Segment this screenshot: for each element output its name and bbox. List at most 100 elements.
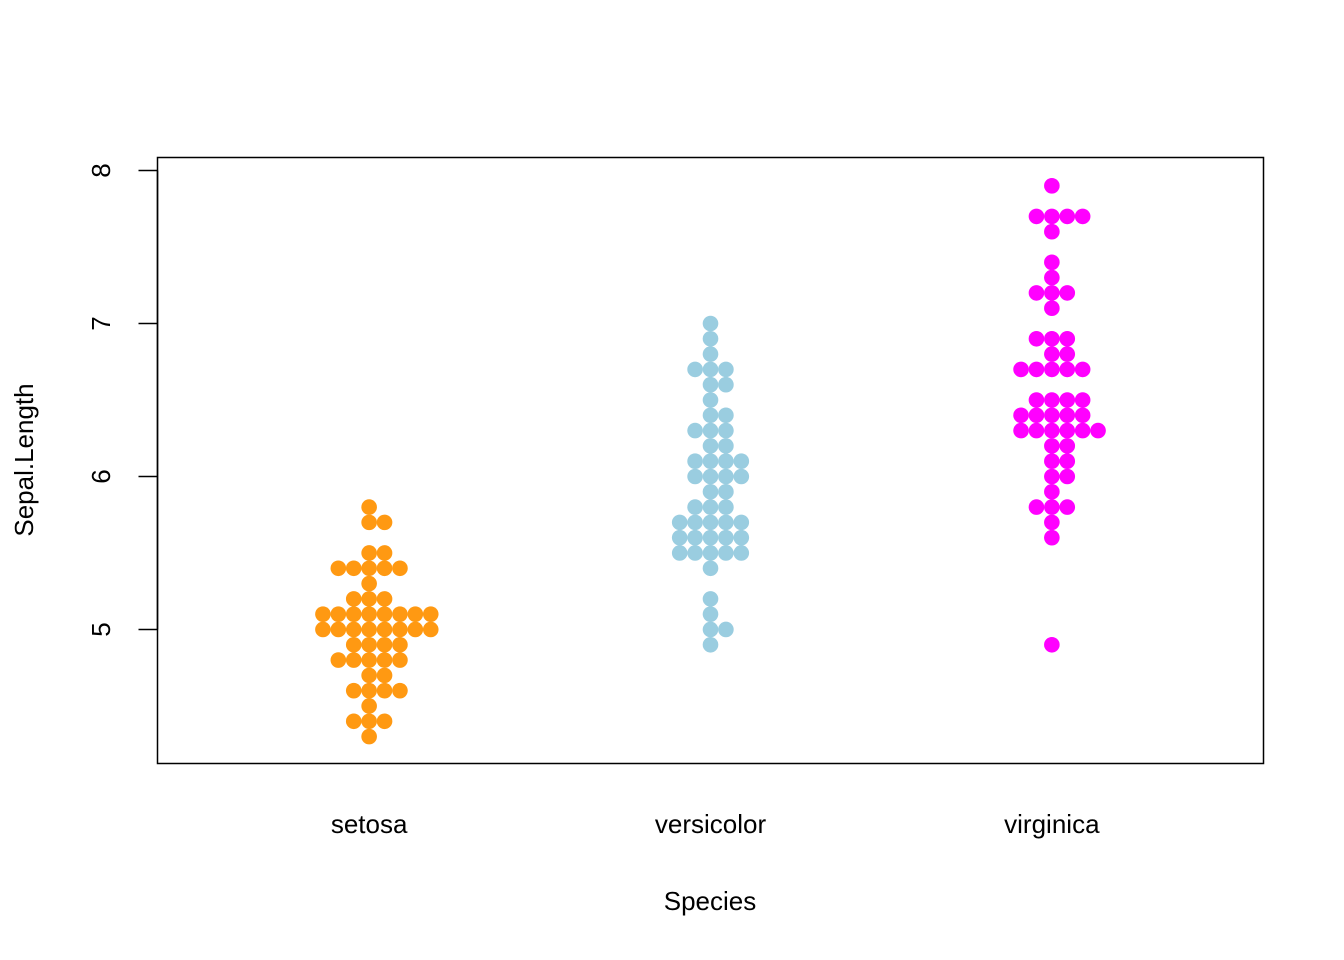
data-point: [330, 560, 347, 577]
data-point: [718, 499, 734, 515]
data-point: [733, 514, 750, 531]
y-axis: 5 6 7 8: [86, 163, 159, 637]
data-point: [1044, 300, 1060, 316]
data-point: [1044, 438, 1060, 454]
data-point: [1044, 285, 1060, 301]
data-point: [702, 315, 719, 332]
data-point: [1028, 407, 1045, 424]
data-point: [1059, 468, 1076, 485]
data-point: [1044, 422, 1060, 439]
data-point: [345, 591, 362, 607]
y-axis-title: Sepal.Length: [9, 383, 39, 536]
data-point: [376, 667, 393, 684]
data-point: [1028, 499, 1045, 515]
data-point: [361, 621, 377, 638]
data-point: [1059, 407, 1076, 424]
data-point: [392, 606, 408, 622]
data-point: [1059, 346, 1076, 362]
data-point: [361, 682, 377, 699]
data-point: [1044, 361, 1060, 378]
data-point: [1090, 422, 1106, 439]
data-point: [687, 468, 703, 485]
data-point: [1028, 361, 1045, 378]
data-point: [733, 468, 750, 485]
data-point: [718, 545, 734, 561]
data-point: [392, 621, 408, 638]
data-point: [671, 529, 688, 546]
data-point: [422, 606, 439, 622]
data-point: [702, 330, 719, 347]
data-point: [376, 636, 393, 653]
data-point: [702, 483, 719, 500]
series-setosa: [315, 499, 439, 745]
data-point: [1013, 361, 1029, 378]
data-point: [361, 575, 377, 592]
data-point: [361, 652, 377, 668]
data-point: [1044, 330, 1060, 347]
data-point: [345, 621, 362, 638]
data-point: [361, 713, 377, 730]
data-point: [1044, 636, 1060, 653]
data-point: [345, 606, 362, 622]
data-point: [1059, 499, 1076, 515]
data-point: [392, 636, 408, 653]
data-point: [1074, 407, 1091, 424]
data-point: [315, 606, 331, 622]
data-point: [361, 514, 377, 531]
data-point: [671, 514, 688, 531]
points-layer: [315, 178, 1106, 745]
data-point: [1044, 178, 1060, 194]
data-point: [702, 453, 719, 469]
data-point: [422, 621, 439, 638]
data-point: [671, 545, 688, 561]
series-versicolor: [671, 315, 750, 653]
data-point: [702, 438, 719, 454]
data-point: [687, 529, 703, 546]
data-point: [1059, 208, 1076, 225]
data-point: [718, 422, 734, 439]
data-point: [1059, 453, 1076, 469]
data-point: [315, 621, 331, 638]
data-point: [687, 514, 703, 531]
data-point: [718, 468, 734, 485]
data-point: [1028, 208, 1045, 225]
data-point: [687, 361, 703, 378]
data-point: [376, 713, 393, 730]
data-point: [361, 606, 377, 622]
data-point: [361, 560, 377, 577]
data-point: [1044, 346, 1060, 362]
data-point: [1059, 422, 1076, 439]
x-axis: setosa versicolor virginica: [331, 809, 1100, 839]
data-point: [376, 591, 393, 607]
data-point: [1074, 422, 1091, 439]
data-point: [702, 606, 719, 622]
data-point: [1059, 285, 1076, 301]
data-point: [702, 392, 719, 408]
x-tick-label: setosa: [331, 809, 408, 839]
data-point: [345, 713, 362, 730]
data-point: [718, 361, 734, 378]
data-point: [376, 606, 393, 622]
data-point: [1044, 453, 1060, 469]
data-point: [376, 514, 393, 531]
data-point: [718, 438, 734, 454]
data-point: [1044, 483, 1060, 500]
data-point: [1044, 208, 1060, 225]
y-tick-label: 6: [86, 469, 116, 483]
data-point: [1044, 254, 1060, 271]
data-point: [1074, 208, 1091, 225]
data-point: [702, 545, 719, 561]
data-point: [733, 453, 750, 469]
data-point: [1059, 392, 1076, 408]
data-point: [702, 422, 719, 439]
data-point: [687, 453, 703, 469]
data-point: [702, 376, 719, 393]
data-point: [330, 621, 347, 638]
data-point: [361, 667, 377, 684]
data-point: [702, 591, 719, 607]
x-axis-title: Species: [664, 886, 757, 916]
data-point: [1074, 392, 1091, 408]
data-point: [361, 499, 377, 515]
